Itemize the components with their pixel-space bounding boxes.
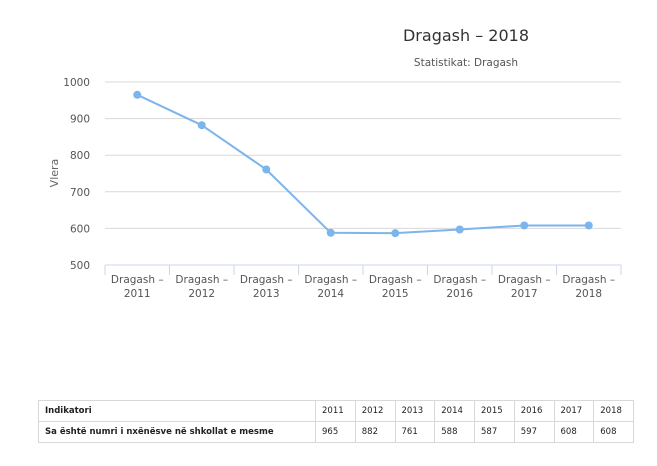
data-point bbox=[133, 90, 142, 99]
line-chart: Dragash – 2018 Statistikat: Dragash Vler… bbox=[48, 26, 622, 300]
table-cell: 587 bbox=[474, 421, 515, 443]
table-header-label: Indikatori bbox=[38, 400, 316, 422]
y-axis-label: Vlera bbox=[48, 159, 61, 188]
table-cell: 761 bbox=[394, 421, 436, 443]
table-cell: 882 bbox=[354, 421, 396, 443]
data-point bbox=[326, 228, 335, 237]
x-tick-label: Dragash –2018 bbox=[562, 274, 615, 300]
x-tick-label: Dragash –2012 bbox=[175, 274, 228, 300]
table-year: 2016 bbox=[513, 400, 555, 422]
x-tick-label: Dragash –2013 bbox=[240, 274, 293, 300]
table-header-row: Indikatori 2011 2012 2013 2014 2015 2016… bbox=[38, 400, 634, 422]
x-tick-label: Dragash –2011 bbox=[111, 274, 164, 300]
data-point bbox=[584, 221, 593, 230]
y-tick-label: 700 bbox=[70, 187, 90, 199]
table-cell: 588 bbox=[434, 421, 475, 443]
series bbox=[133, 90, 593, 238]
table-year: 2015 bbox=[474, 400, 515, 422]
table-cell: 965 bbox=[315, 421, 356, 443]
x-tick-label: Dragash –2015 bbox=[369, 274, 422, 300]
table-year: 2018 bbox=[593, 400, 634, 422]
data-table: Indikatori 2011 2012 2013 2014 2015 2016… bbox=[38, 400, 634, 443]
y-axis-ticks: 500 600 700 800 900 1000 bbox=[63, 77, 90, 272]
chart-subtitle: Statistikat: Dragash bbox=[414, 57, 518, 69]
y-tick-label: 500 bbox=[70, 260, 90, 272]
table-row: Sa është numri i nxënësve në shkollat e … bbox=[38, 421, 634, 443]
x-axis bbox=[104, 264, 622, 275]
grid-lines bbox=[105, 81, 621, 229]
data-point bbox=[455, 225, 464, 234]
table-cell: 608 bbox=[553, 421, 595, 443]
y-tick-label: 900 bbox=[70, 114, 90, 126]
chart-title: Dragash – 2018 bbox=[403, 26, 529, 45]
y-tick-label: 1000 bbox=[63, 77, 90, 89]
table-year: 2012 bbox=[354, 400, 396, 422]
table-year: 2014 bbox=[434, 400, 475, 422]
y-tick-label: 800 bbox=[70, 150, 90, 162]
x-tick-label: Dragash –2017 bbox=[498, 274, 551, 300]
y-tick-label: 600 bbox=[70, 223, 90, 235]
x-axis-ticks: Dragash –2011 Dragash –2012 Dragash –2013 D… bbox=[111, 274, 615, 300]
table-year: 2013 bbox=[394, 400, 436, 422]
data-point bbox=[520, 221, 529, 230]
table-cell: 608 bbox=[593, 421, 634, 443]
table-row-label: Sa është numri i nxënësve në shkollat e … bbox=[38, 421, 316, 443]
table-year: 2011 bbox=[315, 400, 356, 422]
table-year: 2017 bbox=[553, 400, 595, 422]
data-point bbox=[197, 121, 206, 130]
data-point bbox=[262, 165, 271, 174]
x-tick-label: Dragash –2016 bbox=[433, 274, 486, 300]
data-point bbox=[391, 229, 400, 238]
table-cell: 597 bbox=[513, 421, 555, 443]
x-tick-label: Dragash –2014 bbox=[304, 274, 357, 300]
series-line bbox=[136, 93, 589, 235]
